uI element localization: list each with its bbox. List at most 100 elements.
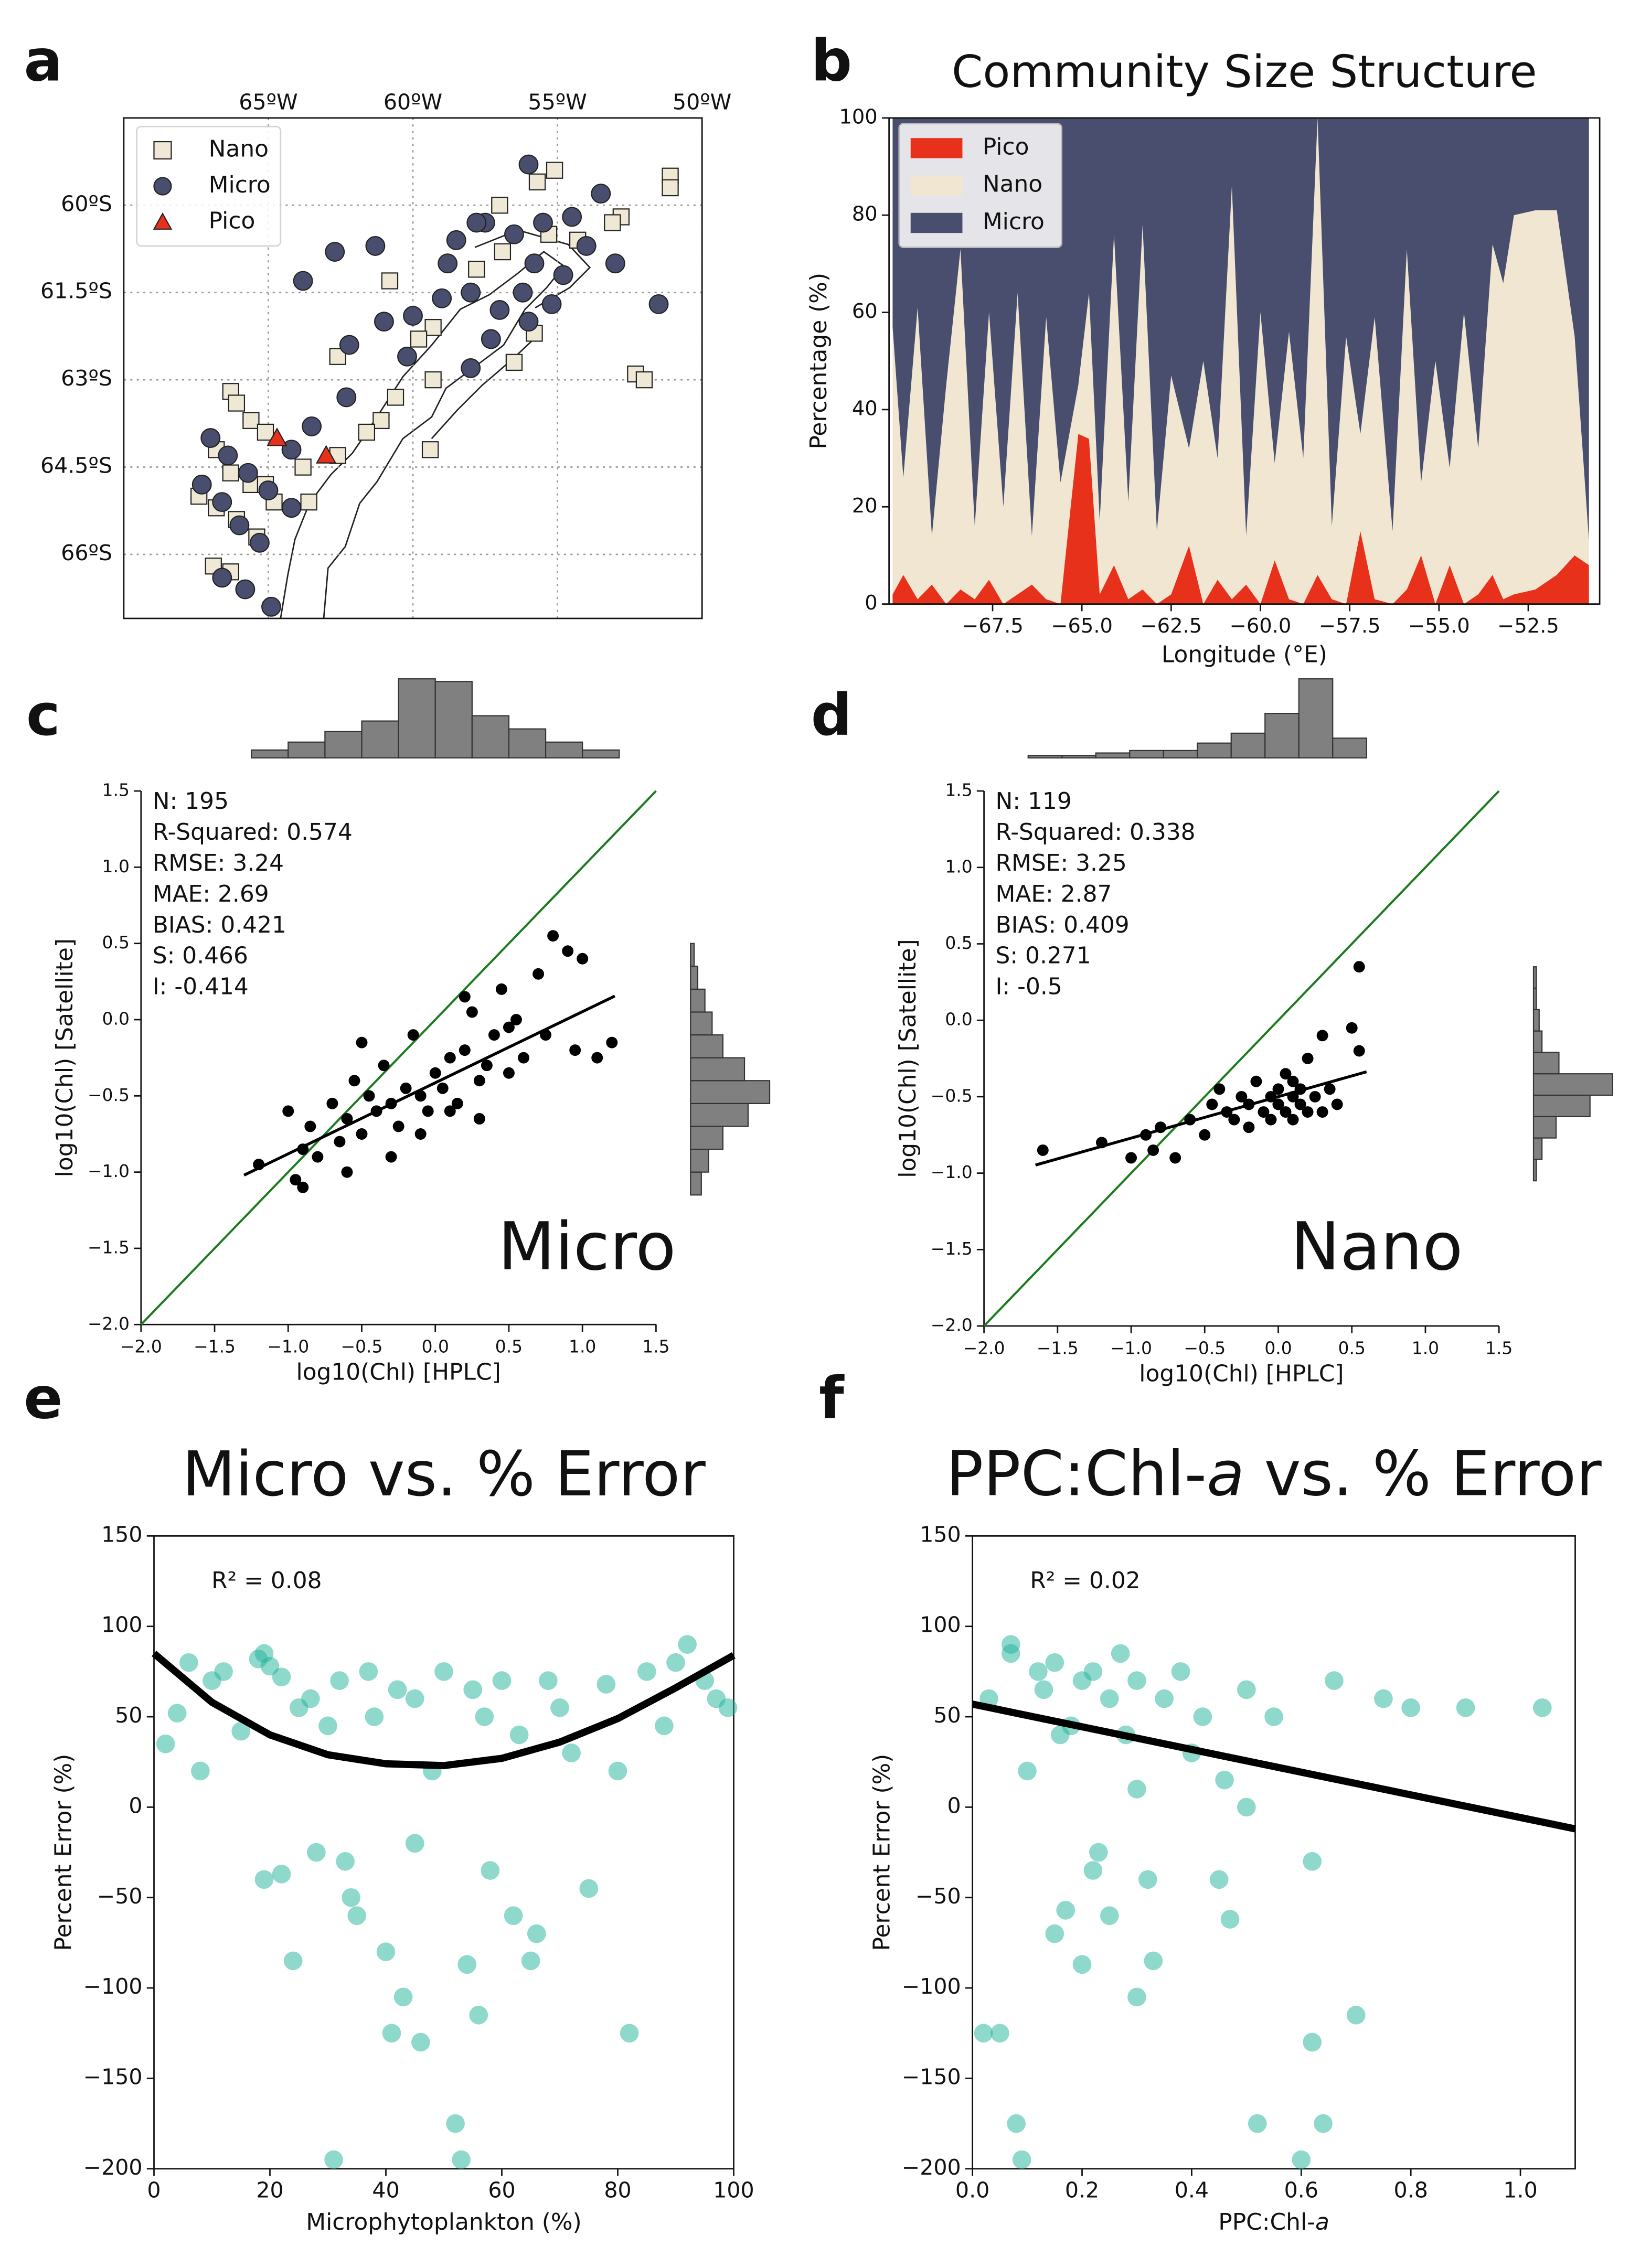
hist-bar	[1532, 1116, 1557, 1139]
station-marker	[421, 441, 439, 458]
point	[382, 2024, 401, 2043]
station-marker	[258, 480, 279, 500]
point	[1056, 1901, 1075, 1920]
point	[473, 1112, 485, 1125]
point	[446, 2114, 465, 2133]
hist-bar	[1532, 1159, 1537, 1182]
point	[527, 1924, 546, 1943]
x-axis-label-part: a	[1315, 2209, 1329, 2235]
point	[495, 983, 507, 995]
legend-label: Pico	[209, 208, 255, 234]
point	[326, 1097, 338, 1109]
point	[1302, 1106, 1314, 1118]
hist-bar	[1129, 750, 1164, 759]
station-marker	[281, 440, 302, 460]
x-tick-label: −52.5	[1497, 614, 1559, 638]
point	[655, 1716, 674, 1736]
point	[400, 1082, 412, 1094]
station-marker	[300, 493, 317, 511]
point	[1303, 1852, 1322, 1871]
hist-bar	[1532, 1137, 1543, 1160]
station-marker	[504, 224, 524, 244]
point	[1303, 2032, 1322, 2052]
hist-bar	[1532, 1009, 1540, 1032]
legend-label: Nano	[983, 171, 1042, 198]
station-marker	[212, 568, 232, 588]
point	[318, 1716, 337, 1736]
point	[1155, 1689, 1174, 1708]
point	[436, 1082, 449, 1094]
x-tick-label: 1.5	[1485, 1338, 1513, 1358]
hist-bar	[690, 1171, 702, 1196]
y-tick-label: −2.0	[931, 1315, 973, 1335]
point	[1089, 1843, 1108, 1862]
point	[231, 1721, 251, 1741]
point	[444, 1105, 456, 1117]
point	[283, 1951, 303, 1971]
point	[591, 1052, 603, 1064]
point	[1018, 1761, 1037, 1781]
point	[1243, 1121, 1255, 1133]
point	[488, 1029, 500, 1041]
x-tick-label: 65ºW	[239, 89, 297, 114]
point	[1237, 1798, 1256, 1817]
point	[503, 1067, 515, 1079]
station-marker	[524, 253, 545, 274]
x-axis-label: Longitude (°E)	[1162, 641, 1327, 668]
station-marker	[250, 532, 270, 553]
station-marker	[410, 330, 428, 348]
x-tick-label: 0.0	[1264, 1338, 1292, 1358]
stat-text: N: 119	[996, 788, 1072, 815]
point	[359, 1662, 378, 1681]
point	[1309, 1090, 1321, 1103]
stat-text: N: 195	[153, 788, 229, 815]
point	[481, 1060, 493, 1072]
legend-label: Micro	[983, 208, 1045, 235]
point	[324, 2150, 343, 2169]
station-marker	[562, 207, 582, 227]
x-tick-label: −0.5	[341, 1336, 383, 1357]
hist-bar	[287, 741, 326, 759]
legend-label: Pico	[983, 133, 1029, 160]
hist-bar	[1230, 732, 1266, 759]
point	[509, 1725, 529, 1745]
station-marker	[374, 312, 394, 332]
station-marker	[533, 212, 553, 233]
point	[1050, 1725, 1070, 1745]
point	[459, 1044, 471, 1056]
hist-bar	[545, 741, 583, 759]
point	[290, 1174, 302, 1186]
hist-bar	[1264, 713, 1300, 759]
station-marker	[229, 515, 250, 536]
x-tick-label: −55.0	[1408, 614, 1470, 638]
point	[1083, 1662, 1103, 1681]
x-axis-label: log10(Chl) [HPLC]	[1139, 1360, 1344, 1387]
station-marker	[481, 329, 501, 349]
y-tick-label: −50	[97, 1884, 143, 1909]
point	[1314, 2114, 1333, 2133]
panel-type-label: Micro	[498, 1208, 676, 1285]
point	[1280, 1106, 1292, 1118]
point	[304, 1120, 316, 1132]
point	[521, 1951, 540, 1971]
hist-bar	[361, 720, 399, 759]
point	[562, 1743, 581, 1762]
point	[991, 2024, 1009, 2043]
point	[1045, 1653, 1064, 1672]
point	[1045, 1924, 1064, 1943]
point	[156, 1734, 175, 1753]
stat-text: RMSE: 3.25	[996, 850, 1127, 876]
point	[466, 1006, 478, 1018]
point	[365, 1707, 384, 1726]
point	[1206, 1098, 1218, 1110]
point	[272, 1865, 291, 1884]
stat-text: RMSE: 3.24	[153, 850, 284, 876]
point	[254, 1644, 274, 1663]
point	[1324, 1083, 1336, 1095]
station-marker	[546, 162, 563, 179]
x-tick-label: −57.5	[1319, 614, 1381, 638]
station-marker	[424, 371, 442, 389]
panel-letter: c	[26, 681, 60, 748]
y-tick-label: 0.0	[945, 1009, 972, 1030]
point	[1533, 1698, 1552, 1717]
